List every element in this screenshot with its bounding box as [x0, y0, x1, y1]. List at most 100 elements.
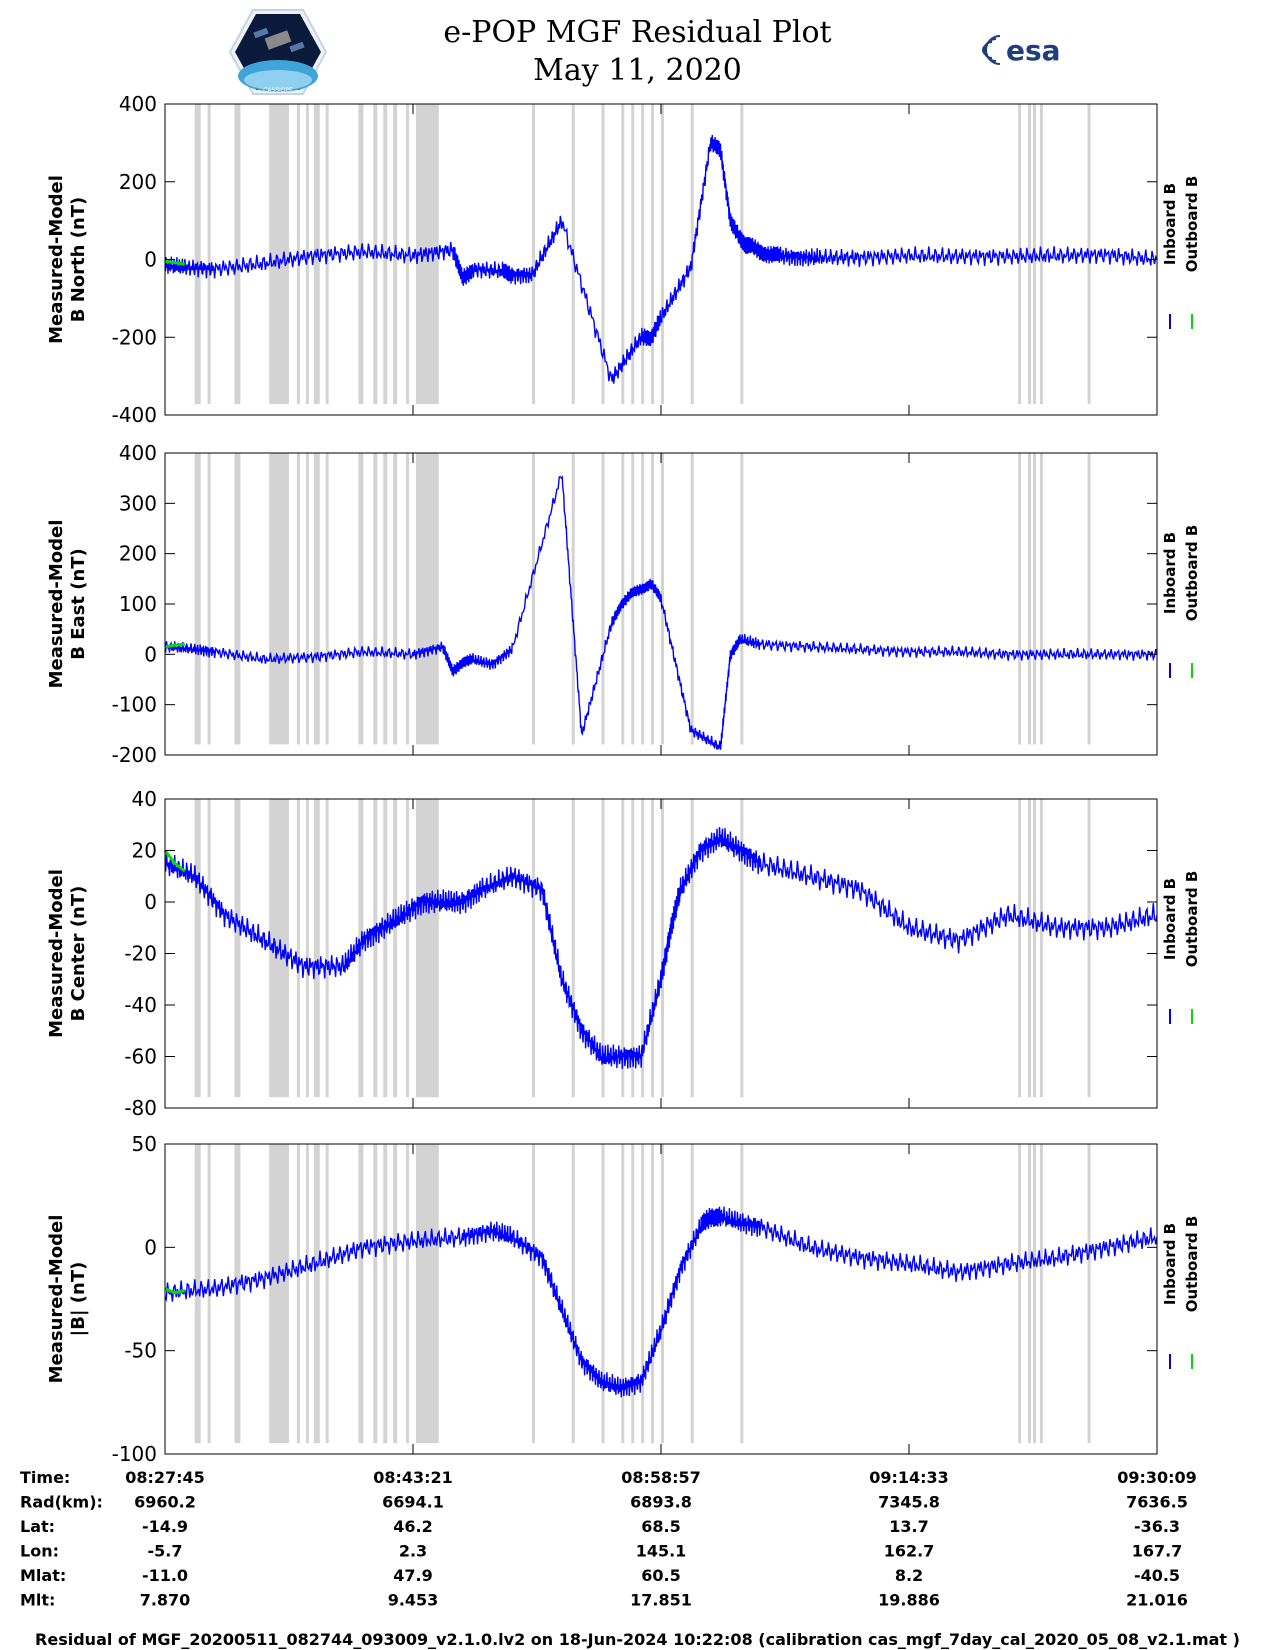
panel-3: -80 -60 -40 -20 0 20 40 Measured-ModelB Center …: [46, 787, 1201, 1120]
y-axis-label-line: B North (nT): [68, 197, 89, 323]
x-table-cell: -36.3: [1134, 1517, 1180, 1536]
series-outboard-line: [164, 259, 186, 266]
y-tick-label: -100: [112, 693, 157, 717]
x-table-cell: 2.3: [399, 1542, 427, 1561]
x-table-cell: 162.7: [884, 1542, 935, 1561]
y-axis-label-line: |B| (nT): [68, 1262, 89, 1337]
x-table-cell: 6893.8: [630, 1493, 692, 1512]
y-axis-label-line: Measured-Model: [46, 520, 67, 689]
y-axis-label-line: B Center (nT): [68, 886, 89, 1022]
y-tick-label: -200: [112, 325, 157, 349]
data-gap-band: [651, 799, 655, 1098]
esa-logo-text: esa: [1006, 34, 1061, 67]
x-table-cell: 7.870: [140, 1591, 191, 1610]
y-axis-label-line: B East (nT): [68, 548, 89, 660]
data-gap-band: [1028, 799, 1032, 1098]
x-table-cell: 47.9: [393, 1566, 432, 1585]
panel-1: -400 -200 0 200 400 Measured-ModelB North (nT…: [46, 92, 1201, 427]
y-tick-label: 0: [144, 1235, 157, 1259]
y-axis-label-line: Measured-Model: [46, 175, 67, 344]
data-gap-band: [373, 1144, 378, 1444]
y-tick-label: -50: [124, 1339, 157, 1363]
data-gap-band: [740, 1144, 744, 1444]
y-tick-label: -100: [112, 1442, 157, 1466]
data-gap-band: [532, 799, 536, 1098]
data-gap-band: [194, 453, 201, 745]
data-gap-band: [532, 1144, 536, 1444]
x-table-cell: 6694.1: [382, 1493, 444, 1512]
data-gap-band: [313, 1144, 320, 1444]
x-table-row-label: Mlat:: [20, 1566, 66, 1585]
y-tick-label: 0: [144, 248, 157, 272]
x-table-cell: 08:58:57: [621, 1468, 701, 1487]
data-gap-band: [641, 453, 645, 745]
data-gap-band: [661, 104, 664, 405]
data-gap-band: [571, 453, 575, 745]
data-gap-band: [406, 453, 410, 745]
data-gap-band: [1028, 453, 1032, 745]
x-table-cell: 60.5: [641, 1566, 680, 1585]
data-gap-band: [690, 1144, 694, 1444]
data-gap-band: [1039, 1144, 1043, 1444]
data-gap-band: [621, 799, 625, 1098]
cassiope-logo: CASSIOPE: [228, 8, 328, 96]
x-table-cell: 21.016: [1126, 1591, 1188, 1610]
x-table-cell: -40.5: [1134, 1566, 1180, 1585]
data-gap-band: [406, 799, 410, 1098]
x-table-cell: 08:43:21: [373, 1468, 453, 1487]
data-gap-band: [1039, 799, 1043, 1098]
data-gap-band: [631, 1144, 635, 1444]
data-gap-band: [740, 104, 744, 405]
y-tick-label: 300: [119, 491, 157, 515]
data-gap-band: [601, 104, 605, 405]
series-outboard-line: [164, 1287, 186, 1295]
cassiope-logo-text: CASSIOPE: [263, 87, 293, 94]
data-gap-band: [631, 453, 635, 745]
data-gap-band: [690, 799, 694, 1098]
x-table-cell: 08:27:45: [125, 1468, 205, 1487]
x-table-cell: -11.0: [142, 1566, 188, 1585]
legend-label-inboard: Inboard B: [1161, 532, 1179, 614]
data-gap-band: [406, 1144, 410, 1444]
y-tick-label: -60: [124, 1045, 157, 1069]
y-tick-label: 400: [119, 92, 157, 116]
x-table-cell: 09:14:33: [869, 1468, 949, 1487]
data-gap-band: [358, 799, 364, 1098]
data-gap-band: [313, 453, 320, 745]
x-table-cell: 8.2: [895, 1566, 923, 1585]
legend-label-outboard: Outboard B: [1183, 1216, 1201, 1313]
data-gap-band: [296, 453, 300, 745]
x-table-cell: 7345.8: [878, 1493, 940, 1512]
y-tick-label: 400: [119, 441, 157, 465]
x-table-row-label: Time:: [20, 1468, 70, 1487]
data-gap-band: [651, 104, 655, 405]
y-tick-label: 20: [132, 839, 157, 863]
y-tick-label: 200: [119, 170, 157, 194]
panel-4: -100 -50 0 50 Measured-Model|B| (nT) Inboard …: [46, 1132, 1201, 1466]
y-tick-label: 0: [144, 890, 157, 914]
data-gap-band: [661, 799, 664, 1098]
series-inboard-line: [164, 475, 1158, 750]
data-gap-band: [641, 104, 645, 405]
data-gap-band: [393, 1144, 398, 1444]
data-gap-band: [1028, 1144, 1032, 1444]
legend-label-outboard: Outboard B: [1183, 176, 1201, 273]
x-table-cell: 167.7: [1132, 1542, 1183, 1561]
data-gap-band: [234, 453, 241, 745]
chart-date: May 11, 2020: [533, 53, 742, 88]
data-gap-band: [207, 799, 211, 1098]
data-gap-band: [740, 799, 744, 1098]
esa-logo: esa: [978, 30, 1088, 70]
x-table-cell: 17.851: [630, 1591, 692, 1610]
y-tick-label: 50: [132, 1132, 157, 1156]
data-gap-band: [571, 1144, 575, 1444]
x-table-cell: 13.7: [889, 1517, 928, 1536]
data-gap-band: [358, 1144, 364, 1444]
data-gap-band: [373, 799, 378, 1098]
x-table-cell: 68.5: [641, 1517, 680, 1536]
x-table-cell: 6960.2: [134, 1493, 196, 1512]
data-gap-band: [194, 1144, 201, 1444]
data-gap-band: [393, 799, 398, 1098]
data-gap-band: [305, 799, 309, 1098]
y-axis-label-line: Measured-Model: [46, 869, 67, 1038]
